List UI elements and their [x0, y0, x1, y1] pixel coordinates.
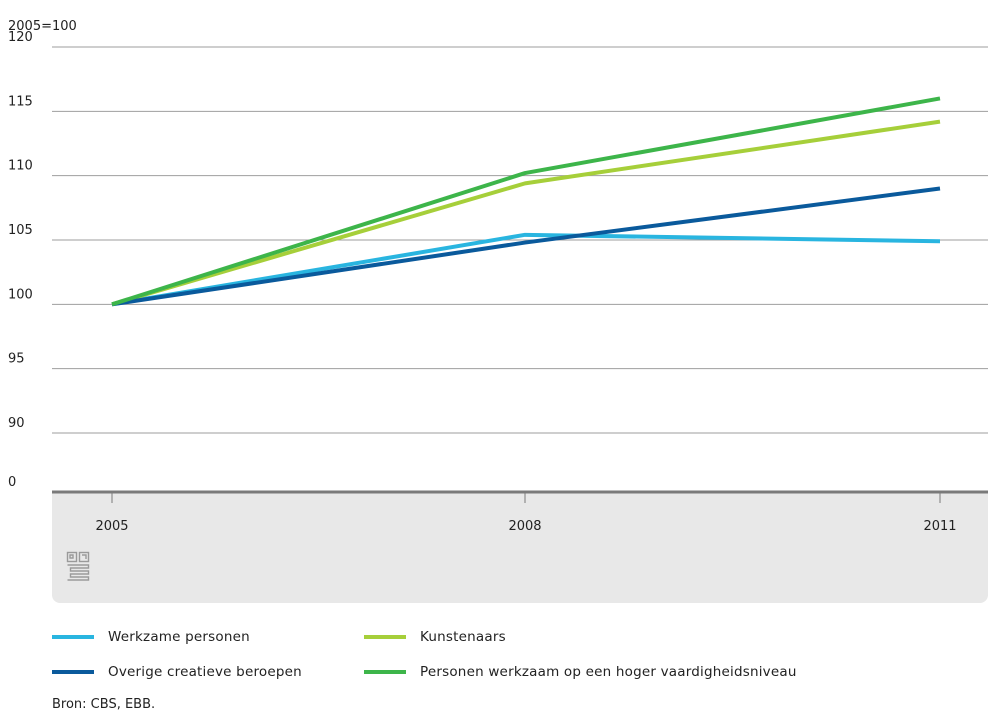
legend-swatch: [52, 670, 94, 674]
series-line-1: [111, 119, 941, 307]
x-tick-label: 2008: [508, 519, 541, 534]
y-tick-label: 120: [8, 30, 33, 45]
source-note: Bron: CBS, EBB.: [52, 697, 156, 712]
legend-label: Kunstenaars: [420, 629, 506, 645]
y-tick-label: 110: [8, 159, 33, 174]
x-tick-label: 2011: [923, 519, 956, 534]
y-tick-label: 100: [8, 287, 33, 302]
legend-swatch: [364, 670, 406, 674]
index-label: 2005=100: [8, 19, 77, 34]
x-axis: 2005 2008 2011: [95, 492, 957, 534]
legend-label: Personen werkzaam op een hoger vaardighe…: [420, 664, 797, 680]
y-axis: 0 90 95 100 105 110 115 120: [8, 30, 33, 490]
legend-item-overige-creatieve-beroepen: Overige creatieve beroepen: [52, 662, 302, 682]
series-line-0: [111, 232, 941, 307]
legend-label: Werkzame personen: [108, 629, 250, 645]
legend-item-werkzame-personen: Werkzame personen: [52, 627, 250, 647]
y-tick-label: 115: [8, 94, 33, 109]
series-line-3: [111, 96, 941, 307]
cbs-logo-icon: [66, 551, 90, 581]
legend-item-hoger-vaardigheidsniveau: Personen werkzaam op een hoger vaardighe…: [364, 662, 797, 682]
legend-item-kunstenaars: Kunstenaars: [364, 627, 506, 647]
y-tick-label: 105: [8, 223, 33, 238]
y-tick-label: 0: [8, 475, 16, 490]
x-axis-band: [52, 493, 988, 603]
legend-label: Overige creatieve beroepen: [108, 664, 302, 680]
legend-swatch: [52, 635, 94, 639]
y-tick-label: 95: [8, 352, 25, 367]
legend-swatch: [364, 635, 406, 639]
series-lines: [111, 96, 941, 307]
series-line-2: [111, 186, 941, 307]
x-axis-band-topfill: [52, 493, 988, 503]
y-tick-label: 90: [8, 416, 25, 431]
x-tick-label: 2005: [95, 519, 128, 534]
